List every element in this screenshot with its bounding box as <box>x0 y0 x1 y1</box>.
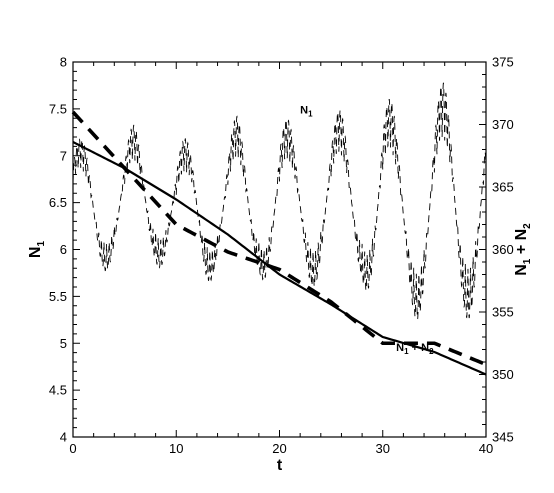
y-left-tick-label: 4 <box>60 430 67 445</box>
x-tick-label: 30 <box>376 441 390 456</box>
x-axis-title: t <box>277 457 283 474</box>
y-left-title-main: N <box>27 247 44 259</box>
y-left-tick-label: 6.5 <box>49 195 67 210</box>
annotation-sum-sub1: 1 <box>404 347 409 356</box>
annotation-n1-sub: 1 <box>308 110 313 119</box>
y-left-title-sub: 1 <box>36 241 47 247</box>
y-right-title-sub1: 1 <box>522 258 533 264</box>
annotation-sum-n1: N <box>396 342 404 354</box>
annotation-sum-plus: + N <box>409 342 430 354</box>
y-left-tick-label: 4.5 <box>49 383 67 398</box>
y-right-tick-label: 370 <box>492 117 514 132</box>
labels-layer: 0 10 20 30 40 4 4.5 5 5.5 6 6.5 7 7.5 8 345 350 355 360 36… <box>49 55 514 457</box>
annotation-n1-plus-n2: N1 + N2 <box>396 342 434 356</box>
annotation-sum-sub2: 2 <box>429 347 434 356</box>
plot-frame <box>72 61 487 438</box>
x-tick-label: 10 <box>169 441 183 456</box>
y-right-tick-label: 345 <box>492 430 514 445</box>
annotation-n1-main: N <box>300 105 308 117</box>
y-right-axis-title: N1 + N2 <box>513 223 533 276</box>
y-right-title-n1: N <box>513 264 530 276</box>
ticks-layer <box>72 61 487 438</box>
y-right-tick-label: 360 <box>492 242 514 257</box>
y-right-tick-label: 365 <box>492 180 514 195</box>
y-left-tick-label: 7.5 <box>49 101 67 116</box>
y-left-tick-label: 5 <box>60 336 67 351</box>
y-left-tick-label: 6 <box>60 242 67 257</box>
series-n1-plus-n2-solid-line <box>72 141 487 376</box>
x-tick-label: 20 <box>272 441 286 456</box>
y-right-tick-label: 375 <box>492 55 514 70</box>
y-right-title-sub2: 2 <box>522 223 533 229</box>
x-tick-label: 40 <box>479 441 493 456</box>
y-right-tick-label: 350 <box>492 367 514 382</box>
y-right-title-plus: + N <box>513 229 530 259</box>
y-left-tick-label: 5.5 <box>49 289 67 304</box>
series-n1-plus-n2-dashed-line <box>71 110 487 367</box>
y-left-axis-title: N1 <box>27 241 47 259</box>
x-tick-label: 0 <box>69 441 76 456</box>
series-layer <box>71 82 487 376</box>
y-left-tick-label: 8 <box>60 55 67 70</box>
y-right-tick-label: 355 <box>492 305 514 320</box>
y-left-tick-label: 7 <box>60 148 67 163</box>
annotation-n1: N1 <box>300 105 313 119</box>
series-n1-oscillation-line <box>72 82 487 320</box>
